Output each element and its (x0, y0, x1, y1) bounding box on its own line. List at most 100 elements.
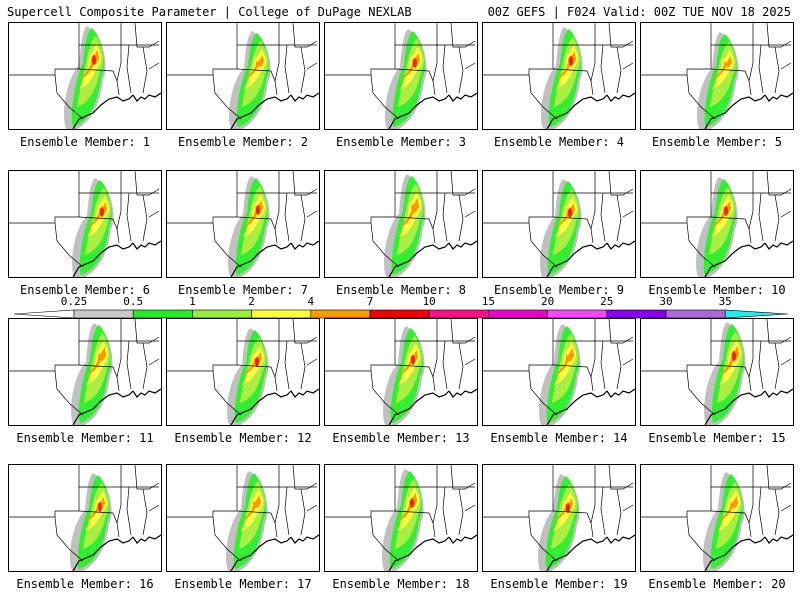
coastline (290, 92, 319, 102)
coastline (388, 536, 450, 571)
scp-forecast-map (483, 319, 635, 425)
state-border-line (236, 68, 278, 96)
coastline (72, 94, 134, 129)
scp-red-contour (100, 207, 104, 217)
state-border-line (142, 342, 148, 390)
ensemble-member-label: Ensemble Member: 4 (493, 135, 625, 149)
coastline (546, 242, 608, 277)
colorbar-tick-label: 0.25 (60, 295, 88, 308)
colorbar-segment (488, 309, 548, 319)
state-border-line (552, 510, 594, 538)
scp-forecast-map (641, 23, 793, 129)
scp-forecast-map (9, 465, 161, 571)
state-border-line (686, 74, 716, 120)
coastline (388, 242, 450, 277)
scp-red-contour (724, 206, 728, 216)
coastline (290, 388, 319, 398)
colorbar-low-arrow (13, 309, 75, 319)
state-border-line (528, 370, 558, 416)
state-border-line (483, 216, 553, 224)
state-border-line (167, 510, 237, 518)
state-border-line (442, 486, 448, 536)
ensemble-map-panel (482, 318, 636, 426)
coastline (132, 388, 161, 398)
state-border-line (483, 510, 553, 518)
state-border-line (774, 46, 780, 94)
coastline (764, 534, 793, 544)
coastline (230, 242, 292, 277)
state-border-line (432, 465, 438, 524)
ensemble-member-label: Ensemble Member: 10 (648, 283, 786, 297)
coastline (546, 94, 608, 129)
coastline (290, 240, 319, 250)
ensemble-member-label: Ensemble Member: 19 (490, 577, 628, 591)
coastline (72, 536, 134, 571)
ensemble-map-panel (482, 22, 636, 130)
model-run-info: 00Z GEFS | F024 Valid: 00Z TUE NOV 18 20… (487, 5, 791, 19)
colorbar-tick-label: 35 (718, 295, 732, 308)
state-border-line (370, 74, 400, 120)
state-border-line (483, 68, 553, 76)
ensemble-map-panel (324, 464, 478, 572)
coastline (132, 240, 161, 250)
scp-orange-contour (242, 494, 262, 521)
ensemble-map-panel (166, 318, 320, 426)
scp-forecast-map (9, 23, 161, 129)
ensemble-map-panel (166, 170, 320, 278)
state-border-line (325, 68, 395, 76)
state-border-line (292, 23, 318, 48)
state-border-line (212, 222, 242, 268)
state-border-line (552, 216, 594, 244)
state-border-line (528, 516, 558, 562)
state-border-line (116, 171, 122, 230)
state-border-line (780, 358, 792, 366)
state-border-line (464, 358, 476, 366)
state-border-line (78, 510, 120, 538)
state-border-line (442, 192, 448, 242)
scp-forecast-map (167, 319, 319, 425)
scp-forecast-map (325, 465, 477, 571)
state-border-line (284, 486, 290, 536)
state-border-line (774, 194, 780, 242)
state-border-line (458, 488, 464, 536)
state-border-line (292, 319, 318, 344)
state-border-line (758, 44, 764, 94)
map-title: Supercell Composite Parameter | College … (7, 5, 412, 19)
state-border-line (600, 340, 606, 390)
ensemble-member-label: Ensemble Member: 13 (332, 431, 470, 445)
scp-orange-contour (400, 198, 420, 227)
ensemble-map-panel (482, 464, 636, 572)
state-border-line (167, 68, 237, 76)
state-border-line (274, 319, 280, 378)
state-border-line (370, 222, 400, 268)
state-border-line (54, 370, 84, 416)
state-border-line (126, 192, 132, 242)
coastline (704, 390, 766, 425)
state-border-line (464, 210, 476, 218)
state-border-line (394, 364, 436, 392)
scp-red-contour (732, 351, 736, 361)
state-border-line (766, 465, 792, 490)
state-border-line (284, 44, 290, 94)
state-border-line (442, 44, 448, 94)
coastline (606, 240, 635, 250)
state-border-line (450, 319, 476, 344)
state-border-line (450, 23, 476, 48)
coastline (704, 242, 766, 277)
state-border-line (300, 488, 306, 536)
coastline (764, 240, 793, 250)
ensemble-member-label: Ensemble Member: 2 (177, 135, 309, 149)
state-border-line (134, 171, 160, 196)
state-border-line (134, 465, 160, 490)
colorbar-segment (310, 309, 371, 319)
state-border-line (600, 192, 606, 242)
state-border-line (686, 516, 716, 562)
ensemble-member-label: Ensemble Member: 3 (335, 135, 467, 149)
state-border-line (686, 370, 716, 416)
colorbar-tick-label: 2 (248, 295, 255, 308)
state-border-line (622, 62, 634, 70)
state-border-line (9, 68, 79, 76)
state-border-line (394, 510, 436, 538)
colorbar-tick-label: 15 (481, 295, 496, 308)
ensemble-member-label: Ensemble Member: 1 (19, 135, 151, 149)
